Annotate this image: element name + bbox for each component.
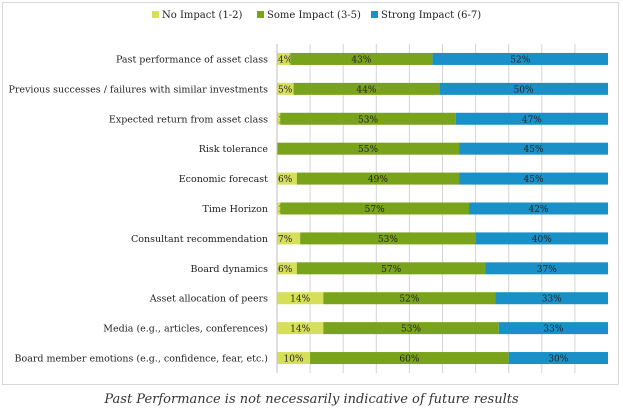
category-label: Time Horizon (203, 204, 268, 215)
category-label: Previous successes / failures with simil… (8, 84, 268, 95)
data-label: 44% (356, 85, 376, 95)
legend-label: Some Impact (3-5) (267, 10, 361, 21)
legend-label: No Impact (1-2) (162, 10, 243, 21)
category-label: Board dynamics (191, 264, 269, 275)
legend-swatch (257, 11, 264, 18)
bar-segment (439, 82, 608, 95)
bar-segment (293, 82, 440, 95)
data-label: 5% (278, 85, 293, 95)
bar-segment (290, 52, 433, 65)
data-label: 30% (548, 355, 568, 365)
bar-segment (498, 322, 608, 335)
bar-segment (280, 202, 469, 215)
data-label: 45% (524, 175, 544, 185)
bar-segment (459, 172, 608, 185)
bar-segment (277, 292, 324, 305)
data-label: 37% (537, 265, 557, 275)
category-label: Consultant recommendation (131, 234, 268, 245)
category-label: Board member emotions (e.g., confidence,… (15, 354, 268, 365)
category-label: Expected return from asset class (109, 114, 268, 125)
bar-segment (277, 202, 281, 215)
category-label: Past performance of asset class (116, 54, 268, 65)
data-label: 14% (290, 325, 310, 335)
data-label: 33% (543, 325, 563, 335)
bar-segment (323, 322, 499, 335)
bar-segment (277, 172, 297, 185)
legend-swatch (152, 11, 159, 18)
data-label: 57% (381, 265, 401, 275)
bar-segment (485, 262, 608, 275)
data-label: 6% (278, 265, 293, 275)
bar-segment (277, 82, 294, 95)
data-label: 45% (524, 145, 544, 155)
bar-segment (508, 352, 608, 365)
bar-segment (277, 352, 311, 365)
bar-segment (277, 52, 291, 65)
bar-segment (495, 292, 608, 305)
bar-segment (277, 322, 324, 335)
category-label: Asset allocation of peers (149, 294, 268, 305)
data-label: 53% (401, 325, 421, 335)
bar-segment (455, 112, 608, 125)
data-label: 47% (522, 115, 542, 125)
data-label: 52% (399, 295, 419, 305)
data-label: 57% (365, 205, 385, 215)
bar-segment (310, 352, 509, 365)
category-label: Risk tolerance (199, 144, 269, 155)
bar-segment (277, 112, 281, 125)
data-label: 40% (532, 235, 552, 245)
bar-segment (280, 112, 456, 125)
bar-segment (300, 232, 476, 245)
data-label: 7% (278, 235, 293, 245)
legend-label: Strong Impact (6-7) (381, 10, 481, 21)
data-label: 43% (351, 55, 371, 65)
bar-segment (459, 142, 608, 155)
data-label: 42% (528, 205, 548, 215)
data-label: 55% (358, 145, 378, 155)
bar-segment (432, 52, 608, 65)
category-label: Media (e.g., articles, conferences) (103, 324, 268, 335)
bar-segment (277, 142, 460, 155)
chart-caption: Past Performance is not necessarily indi… (104, 392, 519, 407)
category-label: Economic forecast (179, 174, 268, 185)
bar-segment (296, 262, 486, 275)
data-label: 33% (542, 295, 562, 305)
bar-segment (468, 202, 608, 215)
bar-segment (475, 232, 608, 245)
bar-segment (296, 172, 460, 185)
data-label: 4% (278, 55, 293, 65)
data-label: 14% (290, 295, 310, 305)
stacked-bar-chart: No Impact (1-2) Some Impact (3-5) Strong I… (8, 10, 608, 373)
bar-segment (277, 232, 301, 245)
data-label: 6% (278, 175, 293, 185)
legend-swatch (371, 11, 378, 18)
data-label: 50% (514, 85, 534, 95)
data-label: 52% (510, 55, 530, 65)
data-label: 60% (399, 355, 419, 365)
data-label: 10% (284, 355, 304, 365)
data-label: 49% (368, 175, 388, 185)
bar-segment (323, 292, 496, 305)
data-label: 53% (358, 115, 378, 125)
bar-segment (277, 262, 297, 275)
data-label: 53% (378, 235, 398, 245)
